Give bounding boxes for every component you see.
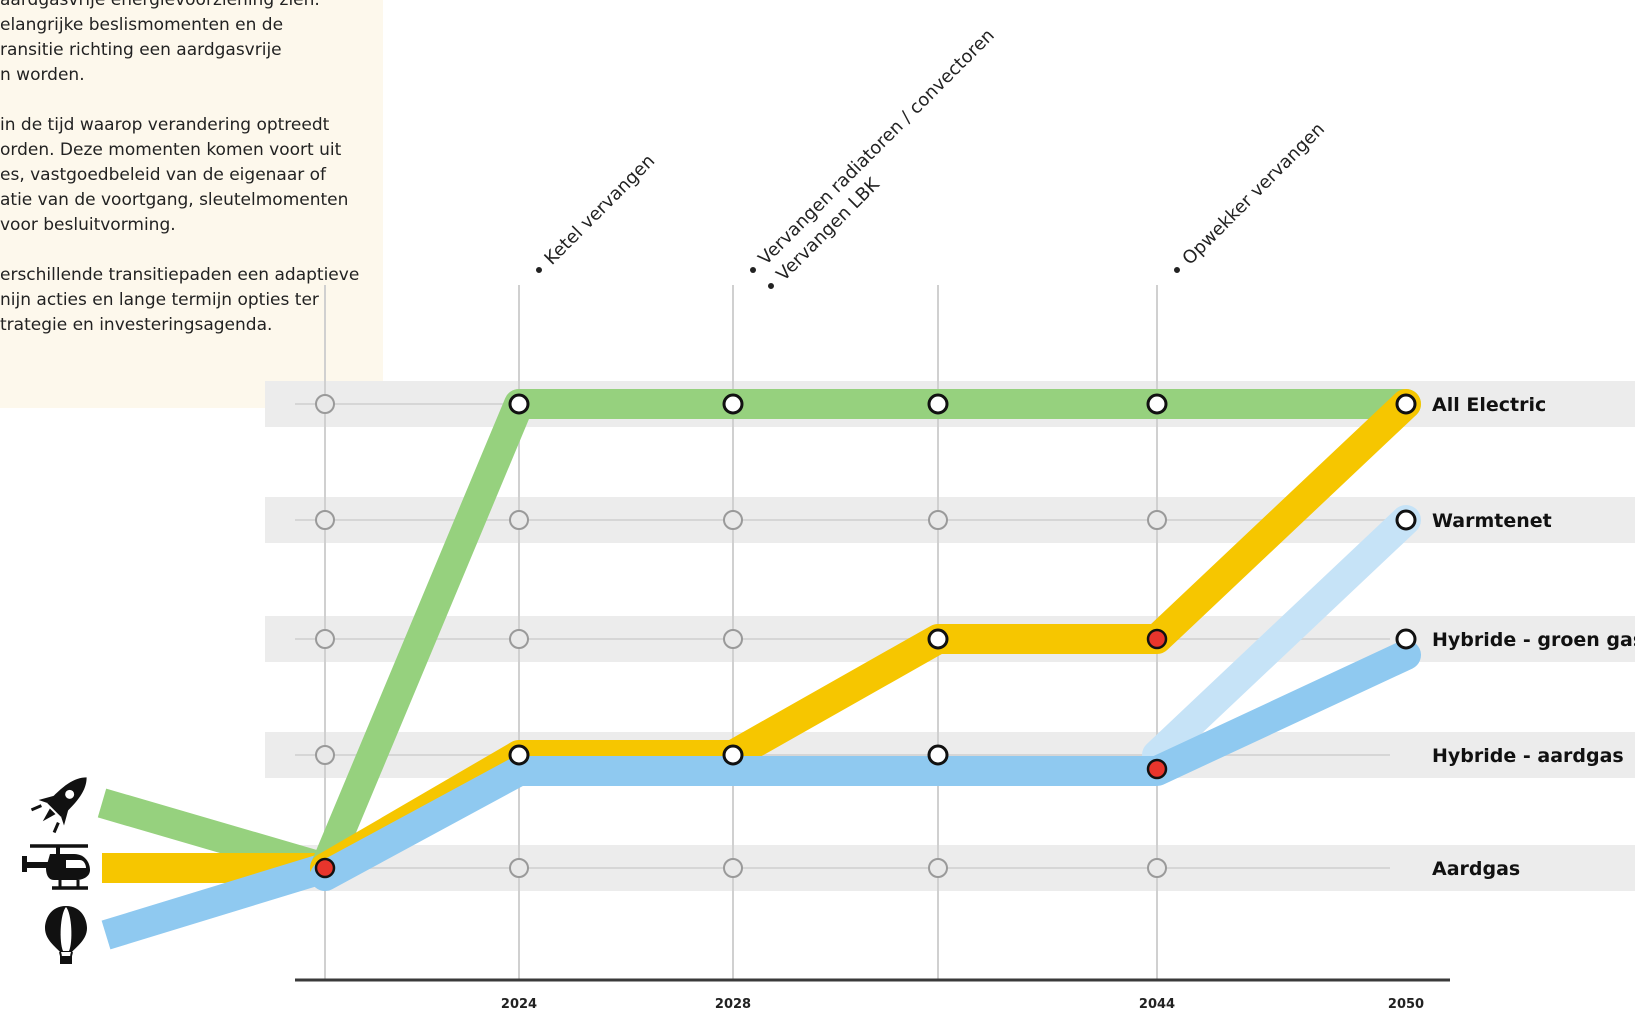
grid-node <box>315 394 335 414</box>
milestone-bullet <box>768 283 774 289</box>
grid-node <box>508 744 530 766</box>
grid-node <box>1146 393 1168 415</box>
grid-node <box>509 629 529 649</box>
path-tail <box>101 853 330 950</box>
text-panel: aardgasvrije energievoorziening zien. ela… <box>0 0 383 408</box>
milestone-label: Opwekker vervangen <box>1178 119 1329 270</box>
milestone-label: Ketel vervangen <box>540 151 659 270</box>
grid-node <box>1395 393 1417 415</box>
milestone-label: Vervangen radiatoren / convectoren <box>754 25 998 269</box>
grid-node <box>315 510 335 530</box>
decision-node <box>1146 758 1168 780</box>
row-label: Warmtenet <box>1432 510 1552 532</box>
row-label: Hybride - groen gas <box>1432 629 1635 651</box>
grid-node <box>722 393 744 415</box>
intro-line: erschillende transitiepaden een adaptiev… <box>0 265 360 285</box>
row-label: All Electric <box>1432 394 1546 416</box>
grid-node <box>315 745 335 765</box>
milestone: Ketel vervangen <box>536 151 659 273</box>
milestone-bullet <box>536 267 542 273</box>
grid-node <box>722 744 744 766</box>
intro-line: es, vastgoedbeleid van de eigenaar of <box>0 165 327 185</box>
milestone: Vervangen radiatoren / convectoren <box>750 25 999 273</box>
intro-line: n worden. <box>0 65 85 85</box>
intro-line: voor besluitvorming. <box>0 215 176 235</box>
intro-line: nijn acties en lange termijn opties ter <box>0 290 319 310</box>
helicopter-icon <box>22 844 90 890</box>
year-label: 2050 <box>1388 997 1424 1012</box>
grid-node <box>1395 628 1417 650</box>
grid-node <box>1147 858 1167 878</box>
milestone: Opwekker vervangen <box>1174 119 1329 273</box>
grid-node <box>928 858 948 878</box>
grid-node <box>723 510 743 530</box>
row-label: Hybride - aardgas <box>1432 745 1624 767</box>
grid-node <box>508 393 530 415</box>
intro-line: ransitie richting een aardgasvrije <box>0 40 282 60</box>
grid-node <box>927 744 949 766</box>
intro-line: trategie en investeringsagenda. <box>0 315 273 335</box>
grid-node <box>723 629 743 649</box>
milestone-bullet <box>750 267 756 273</box>
decision-node <box>314 857 336 879</box>
year-label: 2024 <box>501 997 537 1012</box>
transition-path <box>310 389 1421 883</box>
grid-node <box>927 393 949 415</box>
grid-node <box>928 510 948 530</box>
intro-line: atie van de voortgang, sleutelmomenten <box>0 190 349 210</box>
intro-line: in de tijd waarop verandering optreedt <box>0 115 330 135</box>
hot-air-balloon-icon <box>45 906 87 964</box>
decision-node <box>1146 628 1168 650</box>
intro-text: aardgasvrije energievoorziening zien. ela… <box>0 0 383 338</box>
intro-line: aardgasvrije energievoorziening zien. <box>0 0 320 10</box>
grid-node <box>1147 510 1167 530</box>
year-label: 2044 <box>1139 997 1175 1012</box>
milestone-bullet <box>1174 267 1180 273</box>
grid-node <box>1395 509 1417 531</box>
grid-node <box>315 629 335 649</box>
intro-line: orden. Deze momenten komen voort uit <box>0 140 342 160</box>
row-label: Aardgas <box>1432 858 1520 880</box>
grid-node <box>509 858 529 878</box>
grid-node <box>509 510 529 530</box>
transition-path <box>310 640 1421 891</box>
intro-line: elangrijke beslismomenten en de <box>0 15 284 35</box>
grid-node <box>927 628 949 650</box>
rocket-icon <box>30 777 87 834</box>
grid-node <box>723 858 743 878</box>
transition-path <box>1142 505 1421 770</box>
year-label: 2028 <box>715 997 751 1012</box>
